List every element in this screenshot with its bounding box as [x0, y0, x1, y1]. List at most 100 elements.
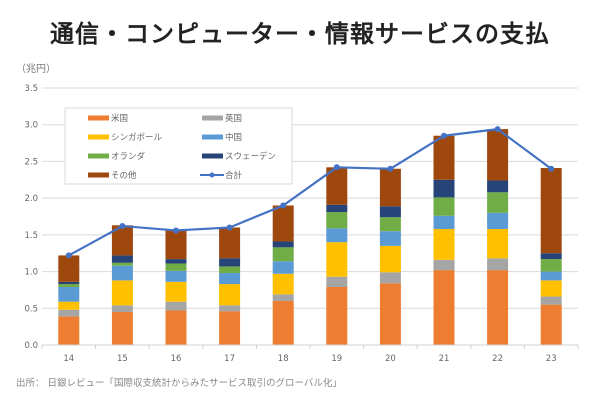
bar-segment: [111, 262, 133, 266]
bar-segment: [165, 301, 187, 311]
bar-segment: [165, 259, 187, 264]
bar-segment: [487, 212, 509, 229]
bar-segment: [379, 231, 401, 246]
legend-swatch: [202, 153, 223, 159]
bar-segment: [540, 168, 562, 254]
bar-segment: [111, 265, 133, 281]
x-tick-label: 15: [117, 354, 128, 364]
bar-segment: [111, 280, 133, 306]
bar-segment: [379, 206, 401, 218]
bar-segment: [326, 242, 348, 277]
bar-segment: [487, 192, 509, 213]
bar-segment: [165, 281, 187, 302]
bar-segment: [58, 284, 80, 287]
bar-segment: [219, 305, 241, 312]
total-line-path: [68, 128, 552, 257]
chart-title: 通信・コンピューター・情報サービスの支払: [50, 20, 550, 48]
bar-segment: [272, 247, 294, 262]
source-note: 出所： 日銀レビュー「国際収支統計からみたサービス取引のグローバル化」: [16, 378, 342, 389]
bar-segment: [326, 212, 348, 229]
bar-segment: [58, 316, 80, 345]
legend-label: 合計: [225, 170, 243, 181]
bar-segment: [326, 286, 348, 345]
y-tick-label: 0.0: [24, 341, 38, 351]
x-tick-label: 21: [439, 354, 450, 364]
legend-item: スウェーデン: [202, 151, 276, 162]
legend-item: 米国: [88, 113, 128, 124]
total-line-point: [333, 164, 340, 171]
bar-segment: [111, 311, 133, 345]
legend-marker: [209, 172, 215, 178]
bar-segment: [272, 205, 294, 242]
y-tick-label: 1.5: [24, 231, 38, 241]
bar-segment: [326, 167, 348, 205]
bar-stack: [326, 167, 348, 345]
bar-segment: [379, 283, 401, 345]
bar-segment: [379, 272, 401, 284]
bar-segment: [58, 281, 80, 285]
bar-segment: [487, 228, 509, 259]
total-line-point: [226, 224, 233, 231]
bar-segment: [326, 228, 348, 243]
bar-segment: [165, 263, 187, 271]
bar-segment: [379, 168, 401, 207]
bar-stack: [540, 168, 562, 345]
bar-segment: [487, 129, 509, 181]
y-tick-label: 3.5: [24, 84, 38, 94]
bar-stack: [272, 205, 294, 345]
bar-segment: [219, 266, 241, 274]
bar-segment: [111, 305, 133, 312]
total-line-point: [280, 202, 287, 209]
legend-label: 英国: [225, 113, 242, 124]
bar-segment: [540, 253, 562, 260]
x-axis: 14 15 16 17 18 19 20 21 22 23: [41, 344, 579, 364]
total-line-point: [548, 165, 555, 172]
bar-segment: [165, 310, 187, 345]
legend-label: シンガポール: [111, 132, 163, 143]
bar-segment: [326, 276, 348, 287]
y-tick-label: 2.0: [24, 194, 38, 204]
bar-stack: [433, 135, 455, 345]
bar-segment: [272, 300, 294, 345]
total-line-point: [119, 223, 126, 230]
bar-segment: [326, 204, 348, 213]
legend-swatch: [202, 134, 223, 140]
legend-item: オランダ: [88, 151, 146, 162]
y-tick-label: 0.5: [24, 304, 38, 314]
bar-segment: [487, 258, 509, 271]
bar-segment: [58, 286, 80, 302]
bar-segment: [433, 135, 455, 180]
bar-stack: [111, 225, 133, 345]
legend-box: [64, 107, 293, 185]
bar-segment: [272, 294, 294, 301]
bar-segment: [433, 197, 455, 216]
legend-label: その他: [111, 170, 137, 181]
legend-swatch: [88, 153, 109, 159]
legend-swatch: [88, 115, 109, 121]
bar-segment: [379, 245, 401, 273]
bar-segment: [487, 180, 509, 193]
total-line-point: [387, 165, 394, 172]
legend-label: オランダ: [111, 151, 146, 162]
bar-segment: [111, 225, 133, 256]
bar-segment: [272, 261, 294, 274]
bars: [58, 129, 562, 345]
legend-label: 米国: [111, 113, 128, 124]
bar-segment: [219, 258, 241, 267]
bar-segment: [379, 217, 401, 232]
x-tick-label: 16: [171, 354, 182, 364]
bar-segment: [111, 255, 133, 263]
bar-segment: [272, 273, 294, 295]
legend-label: 中国: [225, 132, 242, 143]
bar-segment: [487, 270, 509, 345]
legend-item: その他: [88, 170, 137, 181]
y-tick-label: 1.0: [24, 268, 38, 278]
bar-segment: [58, 309, 80, 317]
bar-segment: [165, 230, 187, 260]
bar-segment: [219, 284, 241, 306]
bar-segment: [219, 273, 241, 285]
total-line-point: [494, 126, 501, 133]
y-axis-ticks: 0.0 0.5 1.0 1.5 2.0 2.5 3.0 3.5: [24, 84, 38, 351]
legend-item: 中国: [202, 132, 242, 143]
